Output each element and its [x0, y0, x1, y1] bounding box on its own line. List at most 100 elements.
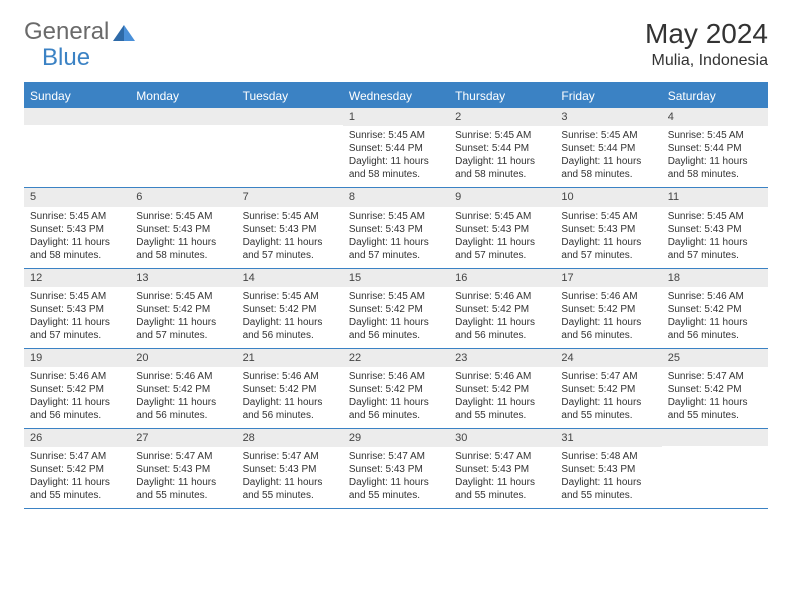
- day-number: 30: [455, 432, 467, 444]
- daynum-row: 21: [237, 349, 343, 367]
- day-info: Sunrise: 5:45 AMSunset: 5:43 PMDaylight:…: [30, 210, 124, 262]
- day-number: 21: [243, 352, 255, 364]
- header: General May 2024 Mulia, Indonesia: [24, 18, 768, 70]
- day-number: 24: [561, 352, 573, 364]
- day-cell: 17 Sunrise: 5:46 AMSunset: 5:42 PMDayligh…: [555, 269, 661, 348]
- day-info: Sunrise: 5:45 AMSunset: 5:43 PMDaylight:…: [455, 210, 549, 262]
- day-info: Sunrise: 5:46 AMSunset: 5:42 PMDaylight:…: [561, 290, 655, 342]
- day-cell: 21 Sunrise: 5:46 AMSunset: 5:42 PMDayligh…: [237, 349, 343, 428]
- day-cell: 29Sunrise: 5:47 AMSunset: 5:43 PMDayligh…: [343, 429, 449, 508]
- day-number: 17: [561, 272, 573, 284]
- day-info: Sunrise: 5:45 AMSunset: 5:44 PMDaylight:…: [455, 129, 549, 181]
- daynum-row: 9: [449, 188, 555, 206]
- day-number: 26: [30, 432, 42, 444]
- day-number: 10: [561, 191, 573, 203]
- day-info: Sunrise: 5:45 AMSunset: 5:43 PMDaylight:…: [243, 210, 337, 262]
- daynum-row: 13: [130, 269, 236, 287]
- day-info: Sunrise: 5:46 AMSunset: 5:42 PMDaylight:…: [136, 370, 230, 422]
- day-cell: 3Sunrise: 5:45 AMSunset: 5:44 PMDaylight…: [555, 108, 661, 187]
- logo-text-2: Blue: [42, 44, 90, 72]
- day-info: Sunrise: 5:47 AMSunset: 5:42 PMDaylight:…: [30, 450, 124, 502]
- daynum-row: 7: [237, 188, 343, 206]
- day-number: 25: [668, 352, 680, 364]
- day-cell: 9 Sunrise: 5:45 AMSunset: 5:43 PMDaylight…: [449, 188, 555, 267]
- calendar: SundayMondayTuesdayWednesdayThursdayFrid…: [24, 82, 768, 509]
- day-info: Sunrise: 5:46 AMSunset: 5:42 PMDaylight:…: [349, 370, 443, 422]
- daynum-row: 19: [24, 349, 130, 367]
- day-number: 13: [136, 272, 148, 284]
- day-info: Sunrise: 5:46 AMSunset: 5:42 PMDaylight:…: [243, 370, 337, 422]
- daynum-row: 5: [24, 188, 130, 206]
- day-cell: 30 Sunrise: 5:47 AMSunset: 5:43 PMDayligh…: [449, 429, 555, 508]
- daynum-row: 31: [555, 429, 661, 447]
- logo-text-1: General: [24, 18, 109, 46]
- day-cell: 26 Sunrise: 5:47 AMSunset: 5:42 PMDayligh…: [24, 429, 130, 508]
- day-cell: 18Sunrise: 5:46 AMSunset: 5:42 PMDayligh…: [662, 269, 768, 348]
- dow-label: Thursday: [449, 84, 555, 108]
- day-info: Sunrise: 5:46 AMSunset: 5:42 PMDaylight:…: [455, 290, 549, 342]
- day-info: Sunrise: 5:45 AMSunset: 5:43 PMDaylight:…: [136, 210, 230, 262]
- day-cell: 6 Sunrise: 5:45 AMSunset: 5:43 PMDaylight…: [130, 188, 236, 267]
- daynum-row: 6: [130, 188, 236, 206]
- day-cell: 12 Sunrise: 5:45 AMSunset: 5:43 PMDayligh…: [24, 269, 130, 348]
- day-number: 19: [30, 352, 42, 364]
- daynum-row: 4: [662, 108, 768, 126]
- daynum-row: 30: [449, 429, 555, 447]
- week-row: 26 Sunrise: 5:47 AMSunset: 5:42 PMDayligh…: [24, 429, 768, 509]
- daynum-row: 24: [555, 349, 661, 367]
- daynum-row: 8: [343, 188, 449, 206]
- day-cell: [662, 429, 768, 508]
- daynum-row: 12: [24, 269, 130, 287]
- day-cell: 4 Sunrise: 5:45 AMSunset: 5:44 PMDaylight…: [662, 108, 768, 187]
- day-cell: 14Sunrise: 5:45 AMSunset: 5:42 PMDayligh…: [237, 269, 343, 348]
- day-info: Sunrise: 5:47 AMSunset: 5:43 PMDaylight:…: [136, 450, 230, 502]
- day-cell: [237, 108, 343, 187]
- day-info: Sunrise: 5:45 AMSunset: 5:42 PMDaylight:…: [349, 290, 443, 342]
- daynum-row: 23: [449, 349, 555, 367]
- daynum-row: 20: [130, 349, 236, 367]
- daynum-row: 1: [343, 108, 449, 126]
- day-cell: 25 Sunrise: 5:47 AMSunset: 5:42 PMDayligh…: [662, 349, 768, 428]
- day-info: Sunrise: 5:47 AMSunset: 5:43 PMDaylight:…: [455, 450, 549, 502]
- day-info: Sunrise: 5:46 AMSunset: 5:42 PMDaylight:…: [668, 290, 762, 342]
- daynum-row: 28: [237, 429, 343, 447]
- day-number: 14: [243, 272, 255, 284]
- day-cell: 16 Sunrise: 5:46 AMSunset: 5:42 PMDayligh…: [449, 269, 555, 348]
- day-info: Sunrise: 5:45 AMSunset: 5:42 PMDaylight:…: [136, 290, 230, 342]
- day-cell: 24Sunrise: 5:47 AMSunset: 5:42 PMDayligh…: [555, 349, 661, 428]
- day-cell: [24, 108, 130, 187]
- daynum-row: [237, 108, 343, 125]
- day-info: Sunrise: 5:47 AMSunset: 5:42 PMDaylight:…: [668, 370, 762, 422]
- day-cell: 8Sunrise: 5:45 AMSunset: 5:43 PMDaylight…: [343, 188, 449, 267]
- day-info: Sunrise: 5:45 AMSunset: 5:43 PMDaylight:…: [30, 290, 124, 342]
- day-number: 9: [455, 191, 461, 203]
- day-cell: 23 Sunrise: 5:46 AMSunset: 5:42 PMDayligh…: [449, 349, 555, 428]
- daynum-row: 26: [24, 429, 130, 447]
- dow-label: Saturday: [662, 84, 768, 108]
- day-number: 12: [30, 272, 42, 284]
- daynum-row: 29: [343, 429, 449, 447]
- day-number: 16: [455, 272, 467, 284]
- daynum-row: 2: [449, 108, 555, 126]
- day-number: 6: [136, 191, 142, 203]
- week-row: 1 Sunrise: 5:45 AMSunset: 5:44 PMDaylight…: [24, 108, 768, 188]
- dow-label: Tuesday: [237, 84, 343, 108]
- day-info: Sunrise: 5:46 AMSunset: 5:42 PMDaylight:…: [455, 370, 549, 422]
- day-number: 23: [455, 352, 467, 364]
- day-number: 5: [30, 191, 36, 203]
- day-cell: 28Sunrise: 5:47 AMSunset: 5:43 PMDayligh…: [237, 429, 343, 508]
- day-number: 4: [668, 111, 674, 123]
- day-cell: [130, 108, 236, 187]
- title-block: May 2024 Mulia, Indonesia: [645, 18, 768, 70]
- day-cell: 1Sunrise: 5:45 AMSunset: 5:44 PMDaylight…: [343, 108, 449, 187]
- day-cell: 7 Sunrise: 5:45 AMSunset: 5:43 PMDaylight…: [237, 188, 343, 267]
- logo: General: [24, 18, 137, 46]
- logo-line2: Blue: [24, 44, 90, 72]
- day-cell: 19Sunrise: 5:46 AMSunset: 5:42 PMDayligh…: [24, 349, 130, 428]
- day-info: Sunrise: 5:45 AMSunset: 5:44 PMDaylight:…: [668, 129, 762, 181]
- day-number: 31: [561, 432, 573, 444]
- day-number: 15: [349, 272, 361, 284]
- day-number: 11: [668, 191, 679, 203]
- day-cell: 31Sunrise: 5:48 AMSunset: 5:43 PMDayligh…: [555, 429, 661, 508]
- day-number: 2: [455, 111, 461, 123]
